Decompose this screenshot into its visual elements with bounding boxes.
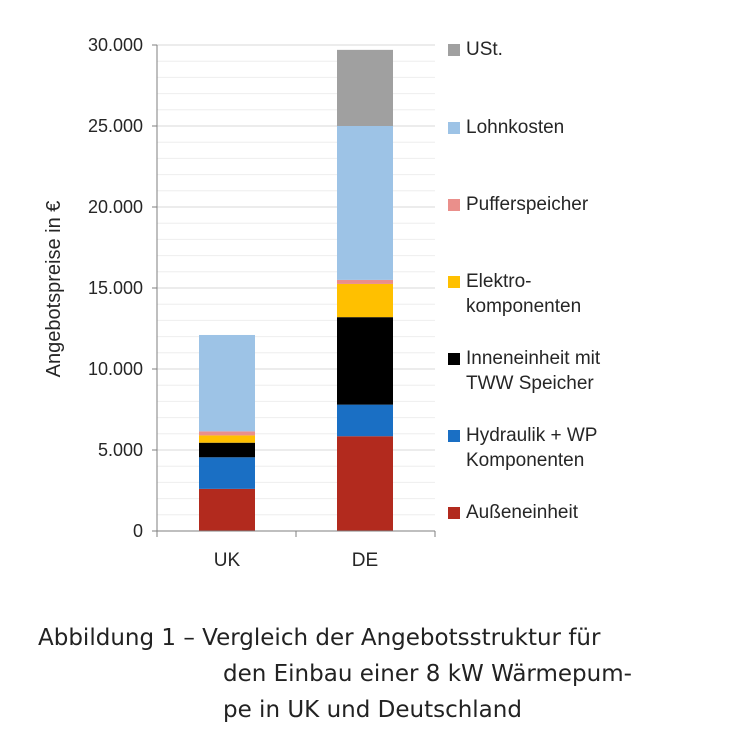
legend-item: Inneneinheit mit TWW Speicher	[448, 348, 601, 394]
bars	[199, 49, 393, 531]
bar-segment-uk-5	[199, 334, 255, 432]
bar-segment-uk-4	[199, 431, 255, 436]
legend-item: Elektro-komponenten	[448, 271, 581, 317]
legend-item: Außeneinheit	[448, 502, 579, 523]
y-tick-labels: 0 5.000 10.000 15.000 20.000 25.000 30.000	[88, 35, 143, 541]
bar-segment-uk-3	[199, 435, 255, 443]
bar-segment-de-6	[337, 49, 393, 126]
legend-label: USt.	[466, 39, 503, 60]
legend-item: Pufferspeicher	[448, 194, 589, 215]
legend-swatch	[448, 276, 460, 288]
y-tick-label: 0	[133, 521, 143, 541]
legend-swatch	[448, 199, 460, 211]
bar-segment-de-0	[337, 436, 393, 531]
y-tick-label: 5.000	[98, 440, 143, 460]
legend-swatch	[448, 44, 460, 56]
x-category-label: UK	[214, 550, 241, 571]
caption-line-1: Abbildung 1 – Vergleich der Angebotsstru…	[38, 625, 601, 651]
y-tick-label: 15.000	[88, 278, 143, 298]
legend-label: Pufferspeicher	[466, 194, 589, 215]
legend-label: Außeneinheit	[466, 502, 579, 523]
y-tick-label: 10.000	[88, 359, 143, 379]
y-axis-title: Angebotspreise in €	[43, 201, 65, 378]
legend-item: Lohnkosten	[448, 117, 564, 138]
bar-segment-uk-2	[199, 442, 255, 458]
bar-segment-de-1	[337, 404, 393, 437]
legend: USt. Lohnkosten Pufferspeicher Elektro-komp…	[448, 39, 601, 523]
caption-line-2: den Einbau einer 8 kW Wärmepum-	[223, 661, 632, 687]
bar-segment-uk-1	[199, 457, 255, 489]
bar-segment-de-5	[337, 126, 393, 280]
bar-segment-de-3	[337, 283, 393, 318]
y-tick-label: 25.000	[88, 116, 143, 136]
legend-swatch	[448, 430, 460, 442]
legend-swatch	[448, 507, 460, 519]
legend-label: Lohnkosten	[466, 117, 564, 138]
x-category-labels: UK DE	[214, 550, 378, 571]
y-tick-label: 20.000	[88, 197, 143, 217]
gridlines	[157, 44, 435, 516]
legend-item: USt.	[448, 39, 503, 60]
x-category-label: DE	[352, 550, 378, 571]
bar-segment-uk-0	[199, 488, 255, 531]
stacked-bar-chart: 0 5.000 10.000 15.000 20.000 25.000 30.000 UK D…	[43, 35, 601, 571]
caption-line-3: pe in UK und Deutschland	[223, 697, 522, 723]
bar-segment-de-2	[337, 317, 393, 405]
legend-label: Hydraulik + WP Komponenten	[466, 425, 597, 471]
bar-segment-de-4	[337, 279, 393, 284]
legend-label: Elektro-komponenten	[466, 271, 581, 317]
legend-label: Inneneinheit mit TWW Speicher	[466, 348, 601, 394]
y-tick-label: 30.000	[88, 35, 143, 55]
axes	[152, 44, 436, 537]
figure-caption: Abbildung 1 – Vergleich der Angebotsstru…	[38, 620, 718, 728]
legend-swatch	[448, 353, 460, 365]
legend-item: Hydraulik + WP Komponenten	[448, 425, 597, 471]
legend-swatch	[448, 122, 460, 134]
